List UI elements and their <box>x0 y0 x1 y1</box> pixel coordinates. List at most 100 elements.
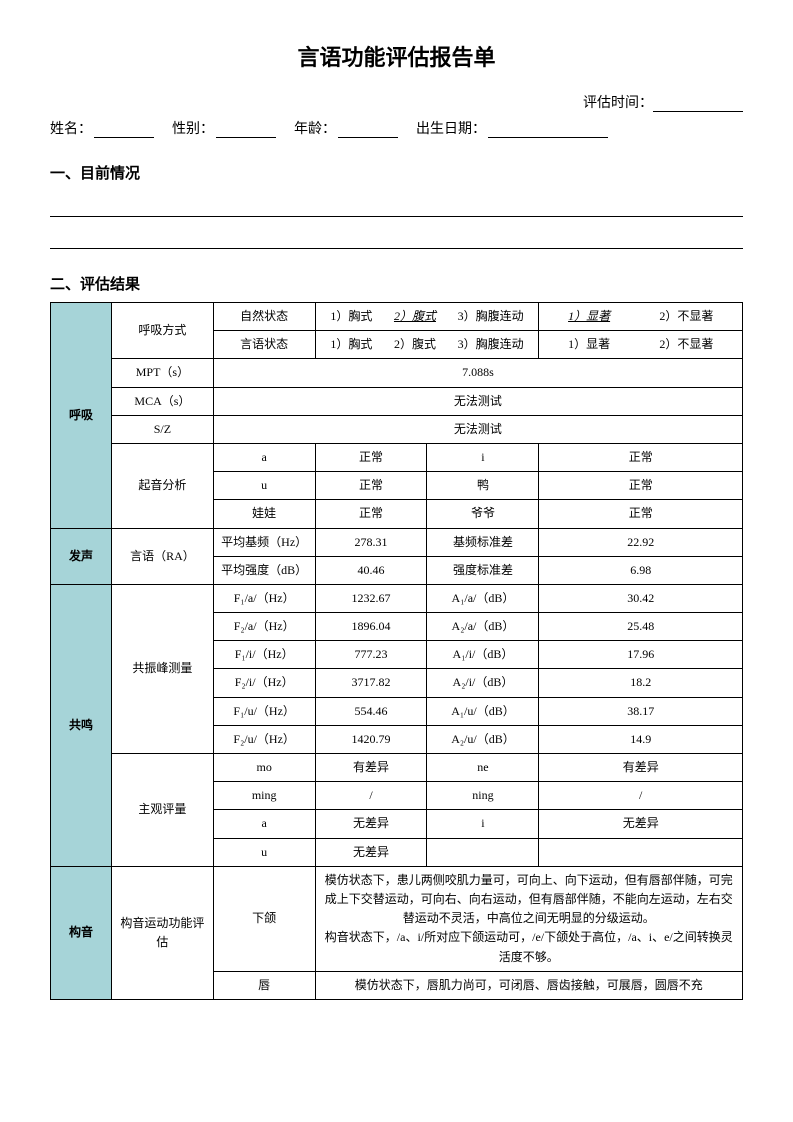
sp-opt3: 3）胸腹连动 <box>458 335 524 354</box>
onset-wawa-res: 正常 <box>315 500 427 528</box>
ra-f0-val: 278.31 <box>315 528 427 556</box>
row-onset: 起音分析 <box>112 443 214 528</box>
subj-0-r1: 有差异 <box>315 754 427 782</box>
dob-blank[interactable] <box>488 137 608 138</box>
subj-3-r2 <box>539 838 743 866</box>
natural-state-opts: 1）胸式 2）腹式 3）胸腹连动 <box>315 303 539 331</box>
fmt-1-fl: F₂/a/（Hz） <box>213 613 315 641</box>
nat-sig2: 2）不显著 <box>659 307 713 326</box>
subj-1-c1: ming <box>213 782 315 810</box>
fmt-3-fl: F₂/i/（Hz） <box>213 669 315 697</box>
sex-blank[interactable] <box>216 137 276 138</box>
fmt-0-av: 30.42 <box>539 584 743 612</box>
fmt-0-fv: 1232.67 <box>315 584 427 612</box>
fmt-1-av: 25.48 <box>539 613 743 641</box>
section-current: 一、目前情况 <box>50 162 743 183</box>
mpt-value: 7.088s <box>213 359 742 387</box>
speech-state-label: 言语状态 <box>213 331 315 359</box>
current-line-2[interactable] <box>50 223 743 249</box>
fmt-4-fl: F₁/u/（Hz） <box>213 697 315 725</box>
nat-opt1: 1）胸式 <box>330 307 372 326</box>
nat-opt3: 3）胸腹连动 <box>458 307 524 326</box>
name-blank[interactable] <box>94 137 154 138</box>
fmt-5-fl: F₂/u/（Hz） <box>213 725 315 753</box>
fmt-3-al: A₂/i/（dB） <box>427 669 539 697</box>
cat-voice: 发声 <box>51 528 112 584</box>
age-blank[interactable] <box>338 137 398 138</box>
fmt-4-av: 38.17 <box>539 697 743 725</box>
fmt-0-al: A₁/a/（dB） <box>427 584 539 612</box>
artic-jaw-label: 下颌 <box>213 866 315 971</box>
subj-3-r1: 无差异 <box>315 838 427 866</box>
cat-resonance: 共鸣 <box>51 584 112 866</box>
onset-yeye-res: 正常 <box>539 500 743 528</box>
fmt-5-av: 14.9 <box>539 725 743 753</box>
eval-time-blank[interactable] <box>653 111 743 112</box>
dob-label: 出生日期： <box>416 118 486 138</box>
subj-2-r1: 无差异 <box>315 810 427 838</box>
ra-int-val: 40.46 <box>315 556 427 584</box>
sp-sig1: 1）显著 <box>568 335 610 354</box>
subj-0-c1: mo <box>213 754 315 782</box>
section-results: 二、评估结果 <box>50 273 743 294</box>
fmt-4-al: A₁/u/（dB） <box>427 697 539 725</box>
subj-1-c2: ning <box>427 782 539 810</box>
ra-intsd-label: 强度标准差 <box>427 556 539 584</box>
onset-ya: 鸭 <box>427 472 539 500</box>
fmt-5-al: A₂/u/（dB） <box>427 725 539 753</box>
fmt-1-al: A₂/a/（dB） <box>427 613 539 641</box>
onset-i: i <box>427 443 539 471</box>
nat-opt2: 2）腹式 <box>394 307 436 326</box>
fmt-1-fv: 1896.04 <box>315 613 427 641</box>
sex-label: 性别： <box>172 118 214 138</box>
speech-state-sig: 1）显著 2）不显著 <box>539 331 743 359</box>
fmt-2-fv: 777.23 <box>315 641 427 669</box>
fmt-3-av: 18.2 <box>539 669 743 697</box>
sp-opt2: 2）腹式 <box>394 335 436 354</box>
subj-3-c1: u <box>213 838 315 866</box>
mca-value: 无法测试 <box>213 387 742 415</box>
artic-jaw-text: 模仿状态下，患儿两侧咬肌力量可，可向上、向下运动，但有唇部伴随，可完成上下交替运… <box>315 866 742 971</box>
ra-intsd-val: 6.98 <box>539 556 743 584</box>
natural-state-sig: 1）显著 2）不显著 <box>539 303 743 331</box>
sp-opt1: 1）胸式 <box>330 335 372 354</box>
fmt-2-fl: F₁/i/（Hz） <box>213 641 315 669</box>
natural-state-label: 自然状态 <box>213 303 315 331</box>
subj-1-r1: / <box>315 782 427 810</box>
row-sz: S/Z <box>112 415 214 443</box>
fmt-3-fv: 3717.82 <box>315 669 427 697</box>
row-formant: 共振峰测量 <box>112 584 214 753</box>
artic-lip-label: 唇 <box>213 971 315 999</box>
sz-value: 无法测试 <box>213 415 742 443</box>
row-mca: MCA（s） <box>112 387 214 415</box>
current-line-1[interactable] <box>50 191 743 217</box>
fmt-4-fv: 554.46 <box>315 697 427 725</box>
onset-ya-res: 正常 <box>539 472 743 500</box>
nat-sig1: 1）显著 <box>568 307 610 326</box>
sp-sig2: 2）不显著 <box>659 335 713 354</box>
row-subjective: 主观评量 <box>112 754 214 867</box>
name-label: 姓名： <box>50 118 92 138</box>
age-label: 年龄： <box>294 118 336 138</box>
cat-artic: 构音 <box>51 866 112 999</box>
onset-u-res: 正常 <box>315 472 427 500</box>
subj-2-c2: i <box>427 810 539 838</box>
subj-0-c2: ne <box>427 754 539 782</box>
evaluation-table: 呼吸 呼吸方式 自然状态 1）胸式 2）腹式 3）胸腹连动 1）显著 2）不显著… <box>50 302 743 1000</box>
ra-f0-label: 平均基频（Hz） <box>213 528 315 556</box>
artic-lip-text: 模仿状态下，唇肌力尚可，可闭唇、唇齿接触，可展唇，圆唇不充 <box>315 971 742 999</box>
row-speech-ra: 言语（RA） <box>112 528 214 584</box>
onset-i-res: 正常 <box>539 443 743 471</box>
onset-a-res: 正常 <box>315 443 427 471</box>
onset-yeye: 爷爷 <box>427 500 539 528</box>
cat-breath: 呼吸 <box>51 303 112 529</box>
subj-1-r2: / <box>539 782 743 810</box>
page-title: 言语功能评估报告单 <box>50 40 743 72</box>
eval-time-label: 评估时间： <box>583 96 653 111</box>
fmt-5-fv: 1420.79 <box>315 725 427 753</box>
row-breath-mode: 呼吸方式 <box>112 303 214 359</box>
fmt-2-av: 17.96 <box>539 641 743 669</box>
speech-state-opts: 1）胸式 2）腹式 3）胸腹连动 <box>315 331 539 359</box>
subj-0-r2: 有差异 <box>539 754 743 782</box>
eval-time-field: 评估时间： <box>50 92 743 112</box>
